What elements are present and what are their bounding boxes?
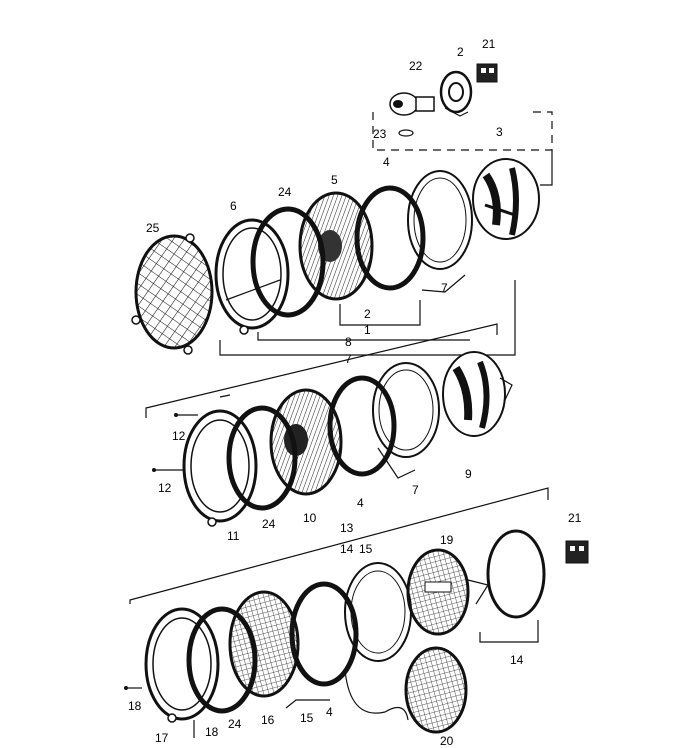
label-11: 11 xyxy=(227,529,240,543)
ring-7-mid xyxy=(372,362,440,458)
label-14: 14 xyxy=(510,653,524,667)
label-15: 15 xyxy=(359,542,373,556)
label-14: 14 xyxy=(340,542,354,556)
label-24: 24 xyxy=(262,517,276,531)
label-23: 23 xyxy=(373,127,387,141)
label-4: 4 xyxy=(357,496,364,510)
sealed-beam-9 xyxy=(442,351,513,437)
stone-guard-25 xyxy=(131,233,214,355)
label-17: 17 xyxy=(155,731,169,745)
trim-ring-17 xyxy=(144,607,220,723)
label-5: 5 xyxy=(331,173,338,187)
label-24: 24 xyxy=(278,185,292,199)
label-19: 19 xyxy=(440,533,454,547)
screws-18 xyxy=(124,686,195,738)
wire-loop xyxy=(344,669,409,721)
seal-ring-4-low xyxy=(289,581,359,687)
clamp-ring-14 xyxy=(486,529,546,619)
label-21: 21 xyxy=(482,37,496,51)
label-4: 4 xyxy=(383,155,390,169)
label-10: 10 xyxy=(303,511,317,525)
label-6: 6 xyxy=(230,199,237,213)
part-labels: 22 2 21 23 3 4 5 24 6 25 7 2 1 8 7 12 12… xyxy=(128,37,582,748)
label-20: 20 xyxy=(440,734,454,748)
fog-lamp-20 xyxy=(404,646,468,734)
label-2: 2 xyxy=(364,307,371,321)
label-12: 12 xyxy=(158,481,172,495)
label-22: 22 xyxy=(409,59,423,73)
label-3: 3 xyxy=(496,125,503,139)
label-16: 16 xyxy=(261,713,275,727)
label-4: 4 xyxy=(326,705,333,719)
gasket-24-mid xyxy=(226,405,298,511)
label-18: 18 xyxy=(128,699,142,713)
lens-10 xyxy=(269,388,343,496)
middle-leaders xyxy=(145,323,498,479)
ring-7-top xyxy=(407,170,473,270)
label-7: 7 xyxy=(412,483,419,497)
label-2: 2 xyxy=(457,45,464,59)
lens-16 xyxy=(228,590,300,698)
label-13: 13 xyxy=(340,521,354,535)
label-15: 15 xyxy=(300,711,314,725)
connector-21-low xyxy=(565,540,589,564)
label-12: 12 xyxy=(172,429,186,443)
screws-12 xyxy=(152,413,198,472)
bottom-leaders xyxy=(129,487,549,709)
gasket-24-low xyxy=(186,606,258,714)
clip-23 xyxy=(398,129,414,137)
gasket-24-top xyxy=(250,206,326,318)
socket-2 xyxy=(439,70,473,117)
label-8: 8 xyxy=(345,335,352,349)
reflector-3 xyxy=(472,158,540,240)
connector-21-top xyxy=(476,63,498,83)
label-7: 7 xyxy=(345,352,352,366)
label-9: 9 xyxy=(465,467,472,481)
lens-5 xyxy=(298,191,374,301)
fog-lamp-19 xyxy=(406,548,489,636)
trim-ring-6 xyxy=(214,218,290,335)
label-21: 21 xyxy=(568,511,582,525)
label-24: 24 xyxy=(228,717,242,731)
trim-ring-11 xyxy=(182,409,258,527)
bulb-assembly-22 xyxy=(389,92,435,116)
label-7: 7 xyxy=(441,281,448,295)
label-18: 18 xyxy=(205,725,219,739)
label-25: 25 xyxy=(146,221,160,235)
label-1: 1 xyxy=(364,323,371,337)
